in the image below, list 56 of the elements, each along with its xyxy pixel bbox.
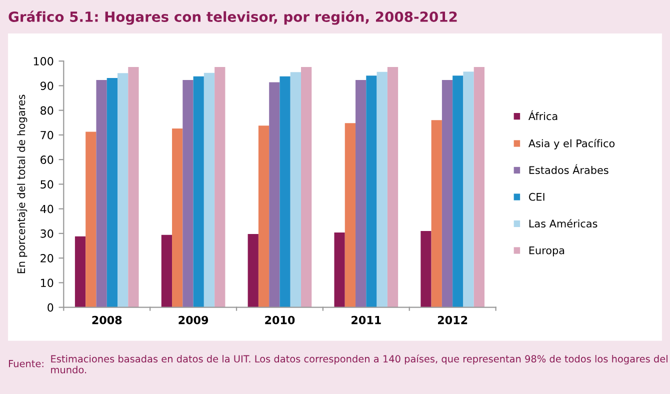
y-tick-label: 100 bbox=[34, 57, 54, 66]
bar bbox=[248, 234, 258, 308]
bar bbox=[161, 234, 172, 308]
bar bbox=[344, 123, 356, 308]
bar bbox=[182, 80, 194, 308]
bar bbox=[334, 232, 345, 308]
bar bbox=[366, 76, 377, 308]
bar bbox=[387, 66, 398, 308]
y-tick-label: 70 bbox=[40, 130, 54, 140]
bar bbox=[356, 80, 366, 308]
bar bbox=[204, 72, 215, 308]
text: Estimaciones basadas en datos de la UIT. Los datos corresponden a 140 países, que representan 98% de todos los hogares del mundo. bbox=[51, 354, 668, 374]
x-tick-label: 2011 bbox=[352, 316, 381, 324]
bar bbox=[474, 66, 484, 308]
bar bbox=[96, 80, 107, 308]
legend-label: Europa bbox=[529, 246, 564, 256]
y-tick-label: 60 bbox=[40, 156, 54, 164]
bar bbox=[258, 126, 270, 308]
x-tick-label: 2012 bbox=[438, 316, 468, 324]
bar bbox=[214, 66, 226, 308]
bar bbox=[74, 236, 86, 308]
bar bbox=[269, 82, 280, 308]
legend-label: CEI bbox=[528, 192, 544, 201]
legend-label: Las Américas bbox=[529, 219, 598, 228]
bar bbox=[463, 72, 474, 308]
y-tick-label: 80 bbox=[40, 106, 54, 115]
legend-label: África bbox=[528, 110, 558, 120]
bar bbox=[442, 80, 453, 308]
legend-label: Estados Árabes bbox=[529, 164, 608, 174]
bar bbox=[128, 66, 139, 308]
bar bbox=[172, 128, 183, 308]
y-axis-title: En porcentaje del total de hogares bbox=[17, 94, 28, 274]
y-tick-label: 30 bbox=[40, 229, 54, 238]
x-tick-label: 2009 bbox=[178, 316, 208, 324]
bar bbox=[290, 72, 301, 308]
bar bbox=[452, 76, 464, 308]
bar bbox=[280, 76, 290, 308]
bar bbox=[86, 132, 96, 308]
legend-label: Asia y el Pacífico bbox=[528, 138, 615, 150]
bar bbox=[301, 66, 312, 308]
y-tick-label: 40 bbox=[40, 204, 54, 214]
bar bbox=[376, 72, 388, 308]
source-note: Fuente: bbox=[8, 360, 44, 368]
bar bbox=[106, 78, 118, 308]
x-tick-label: 2010 bbox=[265, 316, 295, 324]
bar bbox=[118, 73, 128, 308]
y-tick-label: 20 bbox=[40, 254, 54, 262]
bar bbox=[431, 120, 442, 308]
bar bbox=[193, 76, 204, 308]
x-tick-label: 2008 bbox=[92, 316, 122, 324]
bar bbox=[420, 230, 432, 308]
y-tick-label: 90 bbox=[40, 82, 54, 90]
y-tick-label: 0 bbox=[48, 303, 54, 312]
y-tick-label: 10 bbox=[41, 278, 54, 288]
y-tick-label: 50 bbox=[40, 180, 54, 189]
chart-title: Gráfico 5.1: Hogares con televisor, por región, 2008-2012 bbox=[8, 10, 457, 25]
